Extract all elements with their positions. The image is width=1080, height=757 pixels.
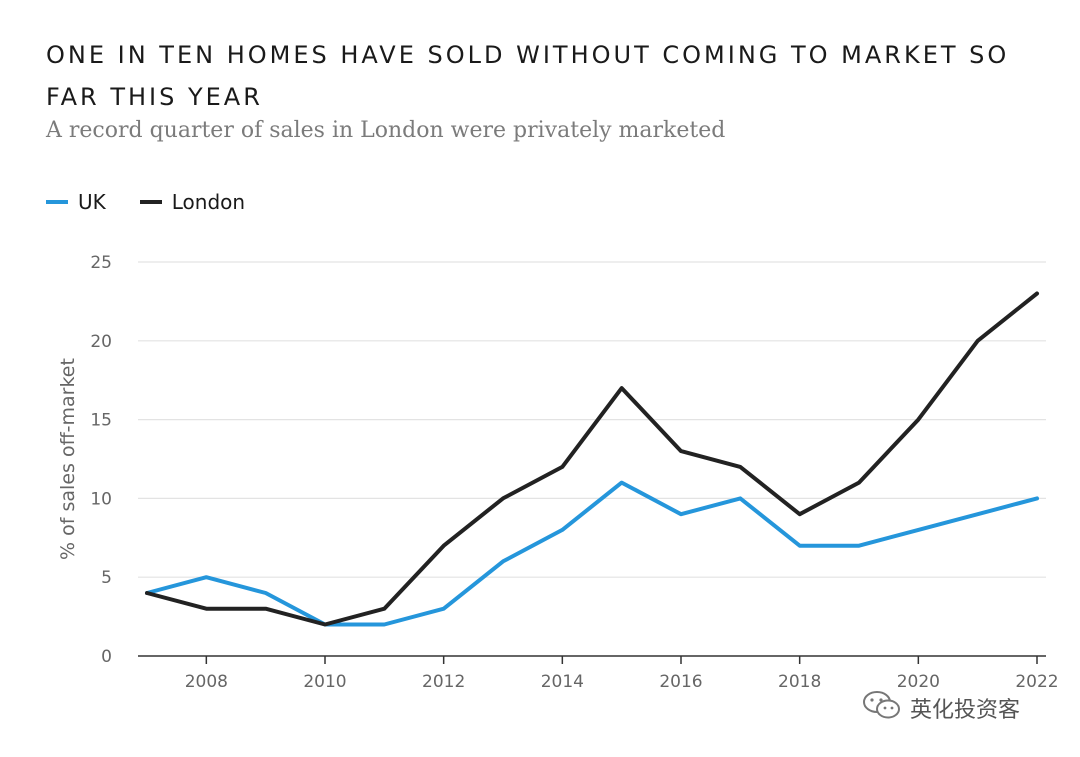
chart-subtitle: A record quarter of sales in London were… [46, 118, 726, 143]
x-tick-label: 2018 [778, 672, 821, 692]
legend-swatch-london [139, 200, 162, 204]
watermark-text: 英化投资客 [910, 698, 1021, 723]
chart-title: ONE IN TEN HOMES HAVE SOLD WITHOUT COMIN… [46, 41, 1010, 111]
legend-swatch-uk [46, 200, 68, 204]
x-tick-label: 2010 [303, 672, 346, 692]
x-tick-label: 2016 [659, 672, 702, 692]
x-tick-label: 2008 [185, 672, 228, 692]
legend-label-uk: UK [78, 190, 106, 214]
x-tick-label: 2012 [422, 672, 465, 692]
grid-layer [138, 261, 1046, 657]
legend: UK London [46, 190, 279, 214]
x-tick-label: 2020 [897, 672, 940, 692]
y-tick-label: 20 [90, 332, 112, 352]
series-line-uk [145, 480, 1039, 627]
y-tick-label: 15 [90, 411, 112, 431]
y-axis-label: % of sales off-market [57, 358, 79, 560]
y-tick-label: 25 [90, 253, 112, 273]
x-tick-label: 2022 [1015, 672, 1058, 692]
x-tick-labels: 2008 2010 2012 2014 2016 2018 2020 2022 [185, 656, 1059, 692]
y-tick-labels: 0 5 10 15 20 25 [90, 253, 112, 667]
series-line-london [145, 291, 1039, 627]
legend-item-london: London [139, 190, 246, 214]
wechat-icon [862, 690, 902, 726]
y-tick-label: 5 [101, 568, 112, 588]
legend-label-london: London [171, 190, 246, 214]
watermark: 英化投资客 [862, 690, 1020, 726]
legend-item-uk: UK [46, 190, 106, 214]
series-layer [145, 291, 1039, 627]
x-tick-label: 2014 [541, 672, 584, 692]
y-tick-label: 0 [101, 647, 112, 667]
y-tick-label: 10 [90, 489, 112, 509]
